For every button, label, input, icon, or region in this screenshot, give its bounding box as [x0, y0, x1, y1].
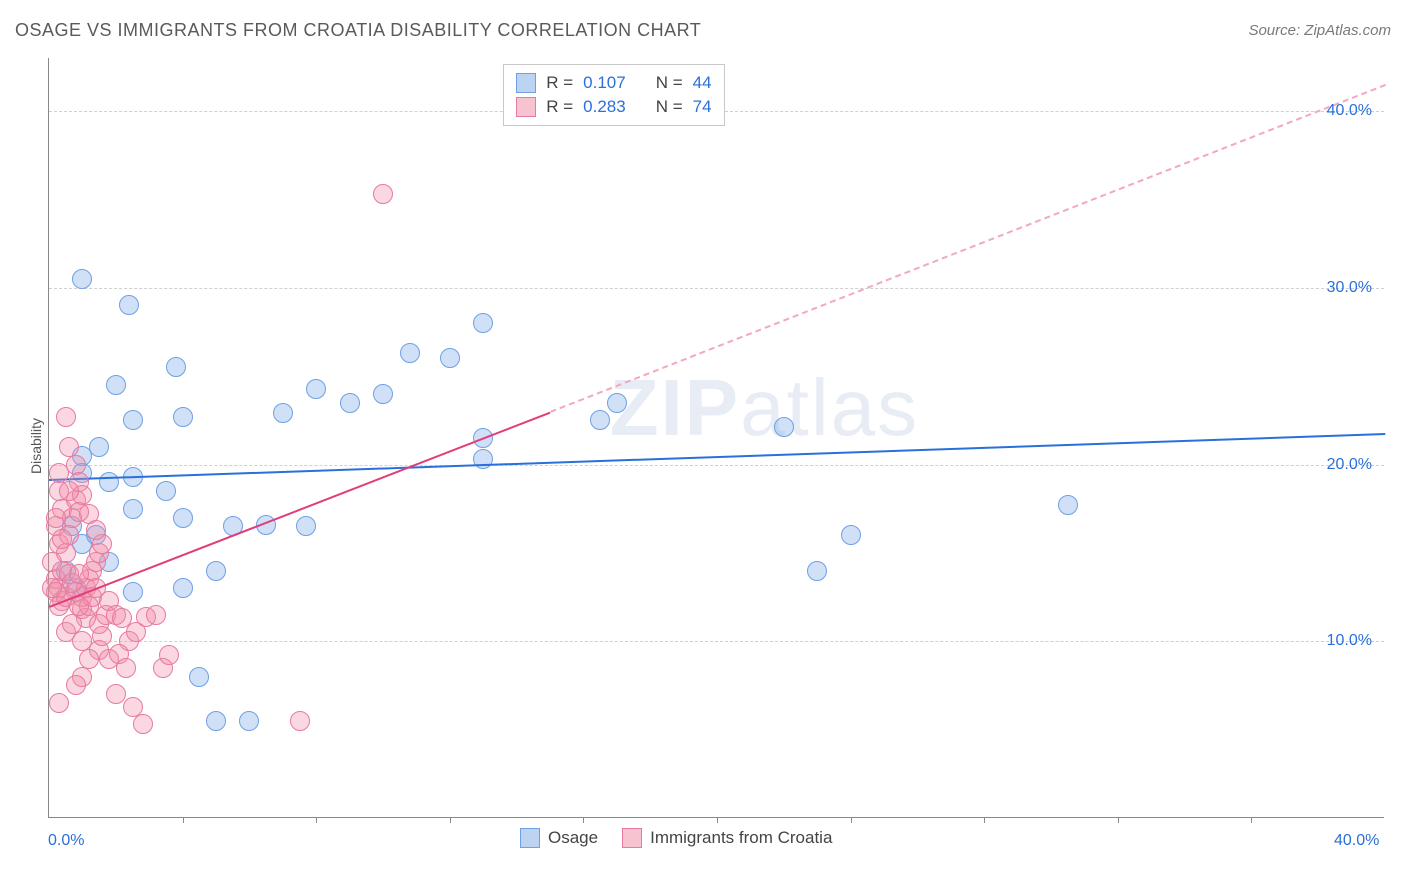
gridline	[49, 465, 1384, 466]
data-point	[72, 269, 92, 289]
stats-row: R = 0.283 N = 74	[516, 95, 711, 119]
y-tick-label: 20.0%	[1327, 456, 1372, 474]
x-tick-mark	[583, 817, 584, 823]
gridline	[49, 641, 1384, 642]
data-point	[400, 343, 420, 363]
data-point	[306, 379, 326, 399]
data-point	[123, 410, 143, 430]
trend-line	[550, 85, 1386, 414]
data-point	[296, 516, 316, 536]
data-point	[156, 481, 176, 501]
data-point	[774, 417, 794, 437]
n-label: N =	[656, 73, 683, 93]
r-value: 0.283	[583, 97, 626, 117]
legend-item: Osage	[520, 828, 598, 848]
x-tick-label-max: 40.0%	[1334, 832, 1379, 850]
data-point	[116, 658, 136, 678]
r-label: R =	[546, 73, 573, 93]
data-point	[473, 313, 493, 333]
data-point	[106, 375, 126, 395]
data-point	[49, 693, 69, 713]
data-point	[46, 508, 66, 528]
x-tick-mark	[851, 817, 852, 823]
data-point	[206, 711, 226, 731]
x-tick-mark	[183, 817, 184, 823]
chart-header: OSAGE VS IMMIGRANTS FROM CROATIA DISABIL…	[15, 20, 1391, 50]
data-point	[340, 393, 360, 413]
data-point	[86, 520, 106, 540]
plot-area: ZIPatlas 10.0%20.0%30.0%40.0%R =0.107N =…	[48, 58, 1384, 818]
data-point	[123, 582, 143, 602]
chart-title: OSAGE VS IMMIGRANTS FROM CROATIA DISABIL…	[15, 20, 701, 40]
n-value: 44	[693, 73, 712, 93]
series-swatch	[516, 73, 536, 93]
trend-line	[49, 433, 1385, 481]
gridline	[49, 288, 1384, 289]
data-point	[590, 410, 610, 430]
x-tick-mark	[1118, 817, 1119, 823]
data-point	[239, 711, 259, 731]
data-point	[373, 184, 393, 204]
data-point	[1058, 495, 1078, 515]
data-point	[440, 348, 460, 368]
data-point	[49, 463, 69, 483]
data-point	[841, 525, 861, 545]
x-tick-mark	[984, 817, 985, 823]
data-point	[159, 645, 179, 665]
data-point	[166, 357, 186, 377]
series-swatch	[520, 828, 540, 848]
y-axis-label: Disability	[28, 418, 44, 474]
data-point	[59, 481, 79, 501]
data-point	[373, 384, 393, 404]
data-point	[62, 614, 82, 634]
data-point	[173, 407, 193, 427]
x-tick-label-min: 0.0%	[48, 832, 84, 850]
data-point	[66, 675, 86, 695]
data-point	[99, 472, 119, 492]
data-point	[807, 561, 827, 581]
data-point	[290, 711, 310, 731]
x-tick-mark	[1251, 817, 1252, 823]
r-value: 0.107	[583, 73, 626, 93]
data-point	[92, 626, 112, 646]
data-point	[206, 561, 226, 581]
x-tick-mark	[450, 817, 451, 823]
x-tick-mark	[717, 817, 718, 823]
data-point	[69, 502, 89, 522]
legend-label: Immigrants from Croatia	[650, 828, 832, 848]
series-legend: Osage Immigrants from Croatia	[520, 828, 832, 848]
watermark: ZIPatlas	[610, 362, 919, 454]
n-label: N =	[656, 97, 683, 117]
data-point	[173, 508, 193, 528]
data-point	[173, 578, 193, 598]
data-point	[146, 605, 166, 625]
n-value: 74	[693, 97, 712, 117]
data-point	[89, 437, 109, 457]
data-point	[607, 393, 627, 413]
data-point	[56, 407, 76, 427]
x-tick-mark	[316, 817, 317, 823]
data-point	[189, 667, 209, 687]
stats-legend: R = 0.107 N = 44 R = 0.283 N = 74	[503, 64, 724, 126]
chart-source: Source: ZipAtlas.com	[1248, 22, 1391, 39]
data-point	[133, 714, 153, 734]
data-point	[123, 499, 143, 519]
series-swatch	[622, 828, 642, 848]
data-point	[273, 403, 293, 423]
data-point	[119, 295, 139, 315]
data-point	[52, 529, 72, 549]
y-tick-label: 30.0%	[1327, 279, 1372, 297]
r-label: R =	[546, 97, 573, 117]
legend-item: Immigrants from Croatia	[622, 828, 832, 848]
data-point	[42, 578, 62, 598]
data-point	[69, 564, 89, 584]
legend-label: Osage	[548, 828, 598, 848]
y-tick-label: 10.0%	[1327, 632, 1372, 650]
stats-row: R = 0.107 N = 44	[516, 71, 711, 95]
series-swatch	[516, 97, 536, 117]
